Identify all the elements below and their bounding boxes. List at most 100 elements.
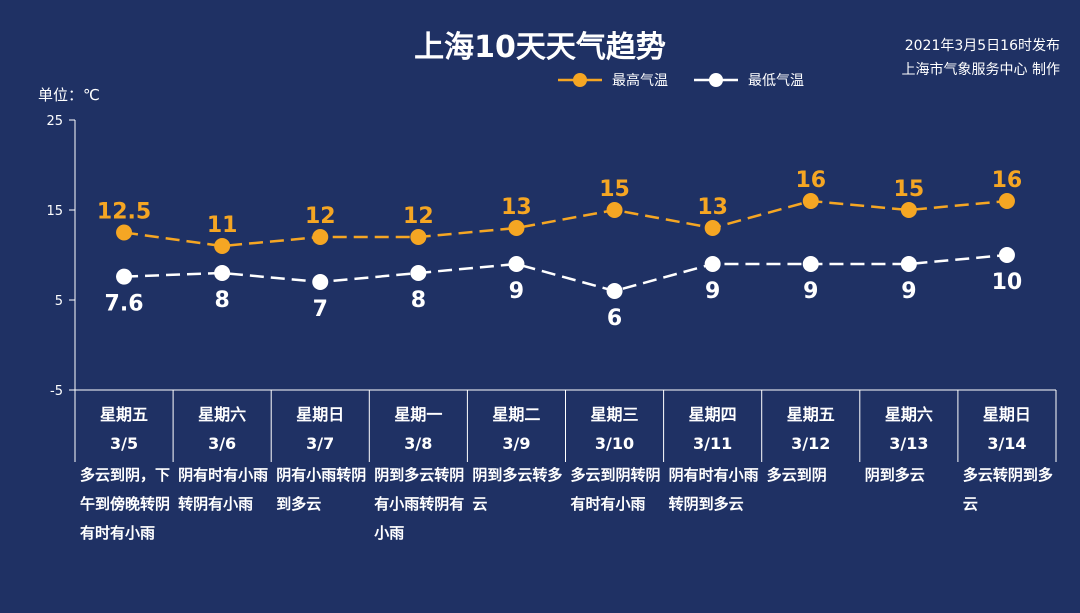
- data-point: [606, 283, 623, 299]
- y-tick-label: -5: [50, 384, 63, 399]
- weather-description: 阴到多云: [864, 466, 925, 484]
- data-label: 15: [599, 177, 630, 202]
- legend: 最高气温 最低气温: [558, 70, 830, 90]
- date-label: 3/10: [594, 434, 635, 453]
- weather-description: 阴有时有小雨转阴到多云: [668, 466, 759, 513]
- unit-label: 单位：℃: [38, 86, 100, 104]
- data-label: 13: [501, 195, 532, 220]
- weekday-label: 星期五: [100, 405, 149, 424]
- y-tick-label: 15: [46, 204, 63, 219]
- weekday-label: 星期一: [394, 405, 443, 424]
- weather-description: 多云到阴: [766, 466, 827, 484]
- date-label: 3/7: [306, 434, 335, 453]
- data-label: 13: [697, 195, 728, 220]
- data-label: 12: [305, 204, 336, 229]
- weather-description: 阴有时有小雨转阴有小雨: [178, 466, 269, 513]
- weekday-label: 星期日: [296, 405, 345, 424]
- data-label: 7.6: [105, 292, 144, 317]
- day-header: 星期日 3/14: [958, 390, 1056, 462]
- weekday-label: 星期五: [786, 405, 835, 424]
- series-high: 12.5 11 12 12 13 15 13 16 15 16: [97, 168, 1022, 254]
- day-header: 星期日 3/7: [271, 390, 369, 462]
- data-point: [410, 265, 427, 281]
- weather-description: 多云转阴到多云: [962, 466, 1053, 513]
- weekday-label: 星期二: [492, 405, 541, 424]
- data-label: 9: [509, 279, 524, 304]
- weather-description: 阴有小雨转阴到多云: [276, 466, 367, 513]
- day-header: 星期一 3/8: [369, 390, 467, 462]
- data-point: [900, 256, 917, 272]
- date-label: 3/11: [693, 434, 733, 453]
- weekday-label: 星期六: [198, 405, 247, 424]
- data-point: [116, 224, 133, 241]
- legend-label-low: 最低气温: [748, 73, 804, 89]
- data-label: 8: [411, 288, 426, 313]
- date-label: 3/8: [404, 434, 433, 453]
- day-header: 星期六 3/13: [860, 390, 958, 462]
- weekday-label: 星期四: [688, 405, 737, 424]
- publish-time: 2021年3月5日16时发布: [904, 38, 1060, 54]
- date-label: 3/6: [208, 434, 237, 453]
- data-label: 16: [992, 168, 1023, 193]
- data-point: [508, 256, 525, 272]
- data-label: 7: [313, 297, 328, 322]
- weather-description: 多云到阴转阴有时有小雨: [570, 466, 661, 513]
- data-point: [704, 220, 721, 236]
- data-point: [116, 268, 133, 285]
- data-point: [214, 238, 231, 254]
- series-line: [123, 199, 1008, 248]
- day-header: 星期三 3/10: [566, 390, 664, 462]
- y-tick-label: 25: [46, 114, 63, 129]
- data-point: [998, 193, 1015, 209]
- weather-description: 阴到多云转多云: [472, 466, 563, 513]
- data-label: 8: [214, 288, 229, 313]
- date-label: 3/5: [109, 434, 139, 453]
- date-label: 3/13: [889, 434, 929, 453]
- legend-item-high: 最高气温: [558, 70, 668, 90]
- series-line: [124, 253, 1008, 293]
- series-low: 7.6 8 7 8 9 6 9 9 9 10: [105, 247, 1023, 331]
- data-point: [704, 256, 721, 272]
- weather-description: 多云到阴，下午到傍晚转阴有时有小雨: [80, 466, 171, 542]
- data-label: 9: [803, 279, 818, 304]
- data-label: 12: [403, 204, 434, 229]
- weekday-label: 星期日: [982, 405, 1031, 424]
- day-header: 星期四 3/11: [664, 390, 762, 462]
- day-header: 星期五 3/5: [75, 390, 173, 462]
- date-label: 3/12: [791, 434, 831, 453]
- date-label: 3/14: [987, 434, 1027, 453]
- data-point: [214, 265, 231, 281]
- data-point: [802, 256, 819, 272]
- chart-axes: -5 5 15 25: [46, 114, 1057, 462]
- data-label: 11: [207, 213, 238, 238]
- data-label: 15: [894, 177, 925, 202]
- publish-info: 2021年3月5日16时发布 上海市气象服务中心 制作: [902, 34, 1060, 82]
- data-label: 9: [901, 279, 916, 304]
- date-label: 3/9: [502, 434, 531, 453]
- data-point: [802, 193, 819, 209]
- weekday-label: 星期六: [884, 405, 933, 424]
- data-label: 6: [607, 306, 622, 331]
- day-header: 星期二 3/9: [467, 390, 565, 462]
- data-point: [606, 202, 623, 218]
- data-point: [312, 229, 329, 245]
- legend-swatch-low: [694, 73, 738, 87]
- data-label: 10: [992, 270, 1023, 295]
- legend-label-high: 最高气温: [612, 73, 668, 89]
- data-label: 9: [705, 279, 720, 304]
- day-header: 星期五 3/12: [762, 390, 860, 462]
- chart-title: 上海10天天气趋势: [414, 30, 666, 65]
- data-point: [312, 274, 329, 290]
- data-point: [900, 202, 917, 218]
- legend-item-low: 最低气温: [694, 70, 804, 90]
- day-header: 星期六 3/6: [173, 390, 271, 462]
- data-point: [998, 247, 1015, 263]
- data-point: [508, 220, 525, 236]
- legend-swatch-high: [558, 73, 602, 87]
- data-point: [410, 229, 427, 245]
- data-label: 12.5: [97, 200, 151, 225]
- weekday-label: 星期三: [590, 405, 639, 424]
- y-tick-label: 5: [55, 294, 63, 309]
- data-label: 16: [795, 168, 826, 193]
